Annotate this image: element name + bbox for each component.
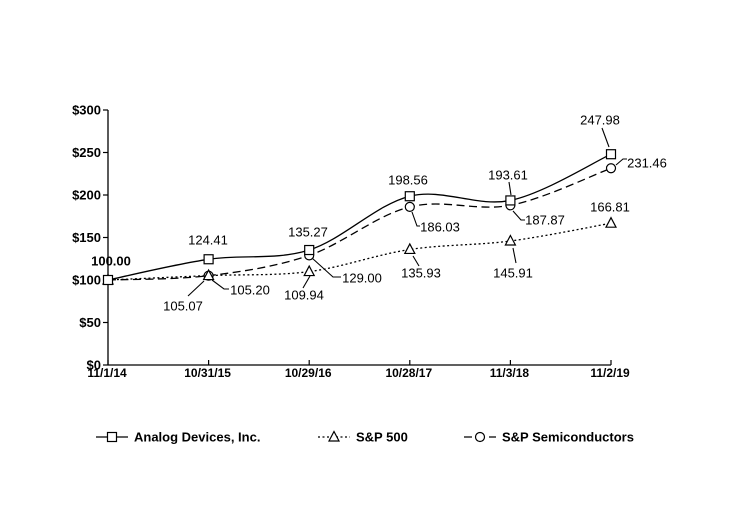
x-tick-label: 11/1/14 <box>87 366 127 380</box>
legend-label-s-p-semiconductors: S&P Semiconductors <box>502 430 634 445</box>
data-point-s-p-500-triangle-marker <box>303 264 316 277</box>
series-line-analog-devices-inc <box>107 153 612 281</box>
data-label: 105.07 <box>163 299 203 314</box>
data-label: 129.00 <box>342 271 382 286</box>
data-label: 231.46 <box>627 156 667 171</box>
data-point-analog-devices-inc-square-marker <box>404 191 415 202</box>
data-label: 186.03 <box>420 220 460 235</box>
data-label: 145.91 <box>493 266 533 281</box>
data-point-s-p-500-triangle-marker <box>202 268 215 281</box>
data-label: 100.00 <box>91 254 131 269</box>
legend-circle-icon <box>474 431 486 443</box>
leader-line <box>211 279 229 290</box>
leader-line <box>411 211 420 227</box>
legend-label-s-p-500: S&P 500 <box>356 430 408 445</box>
legend-square-icon <box>106 431 118 443</box>
y-tick-label: $100 <box>72 273 101 288</box>
data-label: 124.41 <box>188 233 228 248</box>
data-point-s-p-semiconductors-circle-marker <box>404 201 415 212</box>
data-label: 105.20 <box>230 283 270 298</box>
data-point-s-p-semiconductors-circle-marker <box>605 163 617 174</box>
leader-line <box>412 255 420 267</box>
data-point-analog-devices-inc-square-marker <box>203 254 214 265</box>
y-tick-label: $300 <box>72 103 101 118</box>
legend-triangle-icon <box>328 430 340 442</box>
y-tick-label: $250 <box>72 145 101 160</box>
x-tick-label: 11/3/18 <box>490 366 530 380</box>
leader-line <box>512 210 525 221</box>
leader-line <box>601 127 610 148</box>
y-tick-label: $150 <box>72 230 101 245</box>
data-label: 109.94 <box>284 288 324 303</box>
data-point-analog-devices-inc-square-marker <box>605 149 617 160</box>
data-label: 166.81 <box>590 200 630 215</box>
data-label: 193.61 <box>488 168 528 183</box>
y-tick-label: $0 <box>87 358 101 373</box>
leader-line <box>311 257 341 278</box>
data-point-s-p-500-triangle-marker <box>504 234 517 246</box>
x-tick-label: 10/31/15 <box>184 366 231 380</box>
y-tick-label: $200 <box>72 188 101 203</box>
data-label: 135.93 <box>401 266 441 281</box>
data-point-analog-devices-inc-square-marker <box>505 195 516 206</box>
x-tick-label: 10/29/16 <box>285 366 332 380</box>
data-point-analog-devices-inc-square-marker <box>304 244 315 256</box>
x-tick-label: 10/28/17 <box>385 366 432 380</box>
series-line-s-p-500 <box>107 222 612 281</box>
data-label: 135.27 <box>288 225 328 240</box>
data-label: 187.87 <box>525 213 565 228</box>
leader-line <box>508 181 512 196</box>
legend-label-analog-devices-inc: Analog Devices, Inc. <box>134 430 260 445</box>
data-point-s-p-500-triangle-marker <box>605 216 617 228</box>
x-tick-label: 11/2/19 <box>590 366 630 380</box>
series-line-s-p-semiconductors <box>107 167 612 281</box>
leader-line <box>512 247 517 264</box>
data-label: 198.56 <box>388 173 428 188</box>
leader-line <box>302 275 311 289</box>
y-tick-label: $50 <box>79 315 101 330</box>
data-label: 247.98 <box>580 113 620 128</box>
data-point-s-p-500-triangle-marker <box>403 242 416 255</box>
data-point-analog-devices-inc-square-marker <box>102 274 114 286</box>
leader-line <box>615 158 627 166</box>
leader-line <box>187 280 205 297</box>
